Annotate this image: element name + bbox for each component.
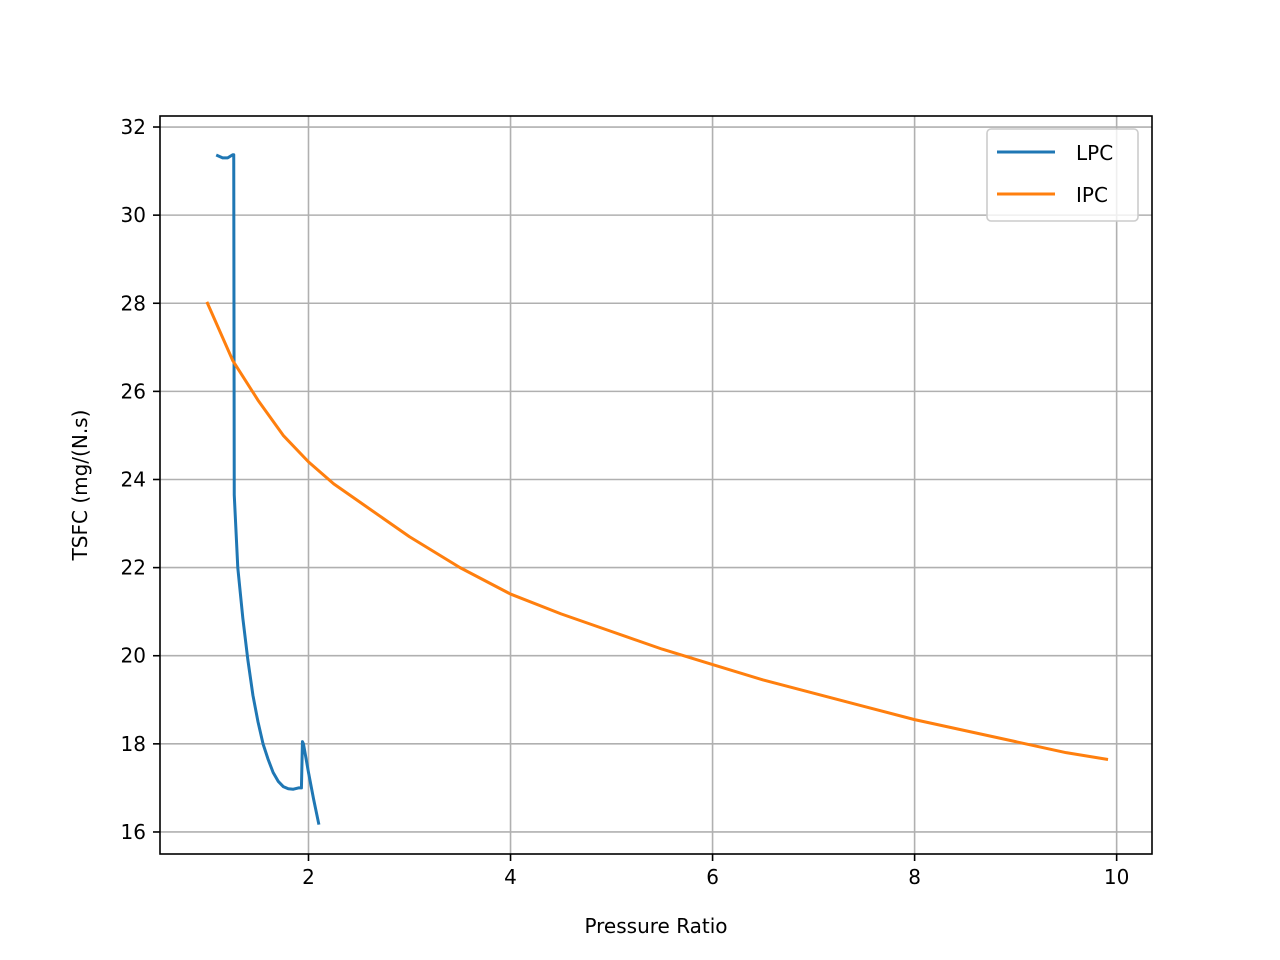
x-tick-label: 2 [302, 865, 315, 889]
y-tick-label: 30 [121, 203, 146, 227]
x-tick-label: 6 [706, 865, 719, 889]
legend: LPC IPC [986, 128, 1139, 222]
x-axis-title: Pressure Ratio [584, 914, 727, 938]
y-tick-label: 18 [121, 732, 146, 756]
legend-label-lpc: LPC [1076, 141, 1113, 165]
series-line-lpc [215, 153, 321, 825]
y-tick-label: 24 [121, 467, 146, 491]
legend-frame [986, 128, 1139, 222]
series-lines [205, 153, 1109, 825]
y-tick-label: 20 [121, 644, 146, 668]
y-tick-label: 22 [121, 556, 146, 580]
y-tick-label: 26 [121, 379, 146, 403]
x-tick-label: 4 [504, 865, 517, 889]
plot-area-frame [159, 115, 1153, 855]
y-tick-label: 32 [121, 115, 146, 139]
legend-label-ipc: IPC [1076, 183, 1108, 207]
x-tick-label: 10 [1104, 865, 1129, 889]
y-tick-label: 16 [121, 820, 146, 844]
x-tick-label: 8 [908, 865, 921, 889]
y-tick-label: 28 [121, 291, 146, 315]
series-line-ipc [205, 301, 1109, 761]
grid [160, 116, 1152, 854]
y-axis-title: TSFC (mg/(N.s) [68, 410, 92, 562]
